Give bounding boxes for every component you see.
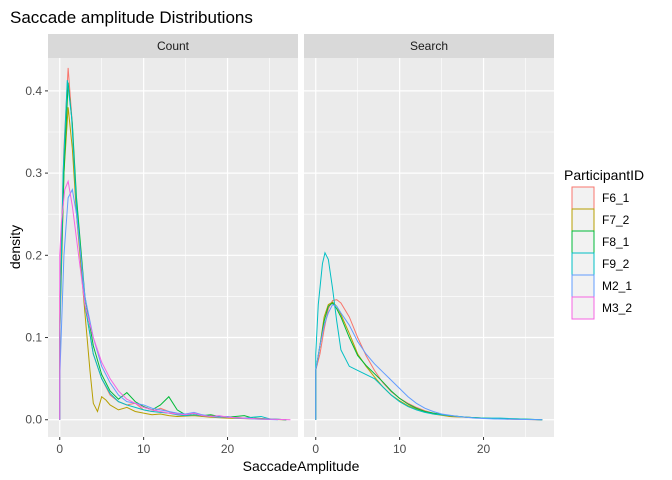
y-axis-title: density	[7, 225, 23, 269]
legend-label: M3_2	[602, 301, 632, 315]
x-tick-label: 0	[56, 442, 63, 456]
panel-background-count	[48, 58, 298, 437]
legend: F6_1 F7_2 F8_1 F9_2 M2_1 M3_2	[571, 186, 632, 320]
strip-label-count: Count	[157, 39, 190, 53]
legend-item-m2-1: M2_1	[571, 274, 632, 298]
density-line-f7-2	[315, 301, 543, 421]
strip-background-count	[48, 34, 298, 58]
strip-label-search: Search	[410, 39, 448, 53]
strip-background-search	[304, 34, 554, 58]
density-line-m3-2	[59, 179, 291, 421]
legend-label: M2_1	[602, 279, 632, 293]
y-tick-label: 0.3	[25, 166, 42, 180]
chart-title: Saccade amplitude Distributions	[10, 8, 253, 27]
legend-item-f7-2: F7_2	[571, 208, 630, 232]
legend-title: ParticipantID	[564, 167, 644, 183]
panel-background-search	[304, 58, 554, 437]
density-line-f7-2	[59, 107, 287, 421]
grid-count	[48, 58, 298, 437]
legend-label: F8_1	[602, 235, 630, 249]
x-tick-label: 10	[393, 442, 407, 456]
x-axis-title: SaccadeAmplitude	[243, 458, 360, 474]
y-axis: 0.0 0.1 0.2 0.3 0.4	[25, 84, 48, 427]
legend-item-f9-2: F9_2	[571, 252, 630, 276]
x-tick-label: 20	[221, 442, 235, 456]
legend-label: F7_2	[602, 213, 630, 227]
legend-item-f6-1: F6_1	[571, 186, 630, 210]
density-lines-search	[315, 251, 543, 421]
x-tick-label: 10	[137, 442, 151, 456]
y-tick-label: 0.0	[25, 413, 42, 427]
x-tick-label: 0	[312, 442, 319, 456]
x-axis: 0 10 20 0 10 20	[56, 437, 491, 456]
density-lines-count	[59, 67, 291, 421]
density-line-m2-1	[59, 187, 278, 421]
y-tick-label: 0.2	[25, 248, 42, 262]
legend-key	[571, 296, 595, 320]
density-line-m2-1	[315, 304, 543, 421]
legend-item-m3-2: M3_2	[571, 296, 632, 320]
legend-label: F6_1	[602, 191, 630, 205]
legend-item-f8-1: F8_1	[571, 230, 630, 254]
legend-label: F9_2	[602, 257, 630, 271]
y-tick-label: 0.4	[25, 84, 42, 98]
y-tick-label: 0.1	[25, 331, 42, 345]
x-tick-label: 20	[477, 442, 491, 456]
